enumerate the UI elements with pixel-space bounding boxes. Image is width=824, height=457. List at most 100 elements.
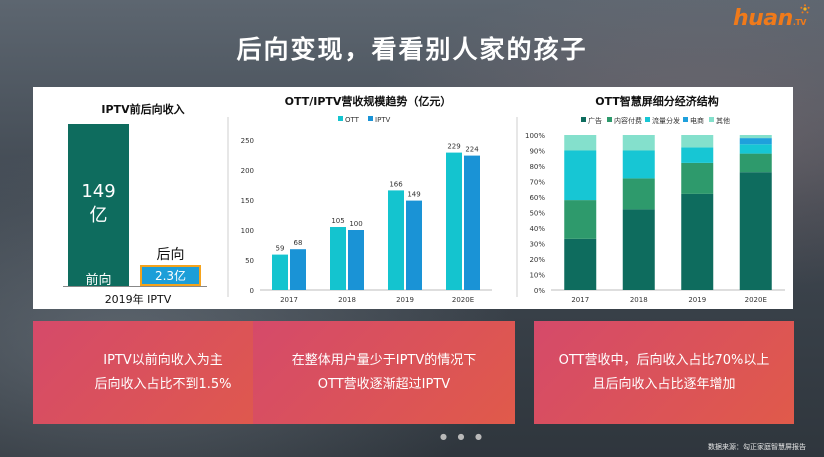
segment-0-2020E	[739, 172, 772, 290]
legend-label-1: 内容付费	[614, 116, 642, 125]
segment-0-2017	[564, 238, 597, 290]
segment-4-2017	[564, 135, 597, 151]
ott-structure-title: OTT智慧屏细分经济结构	[595, 94, 719, 108]
segment-4-2019	[681, 135, 714, 148]
segment-0-2018	[622, 209, 655, 290]
callout-iptv-line1: IPTV以前向收入为主	[103, 352, 223, 368]
ytick-10: 100%	[525, 132, 545, 140]
xtick-3: 2020E	[452, 296, 474, 304]
page-dots: ● ● ●	[440, 432, 487, 441]
ytick-4: 40%	[529, 225, 545, 233]
segment-2-2017	[564, 150, 597, 201]
iptv-x-label: 2019年 IPTV	[104, 293, 172, 306]
iptv-forward-value: 149 亿	[81, 181, 116, 226]
ytick-4: 200	[241, 167, 254, 175]
bar-iptv-2019	[406, 200, 422, 290]
callout-ott-structure-line2: 且后向收入占比逐年增加	[592, 376, 736, 392]
segment-1-2019	[681, 162, 714, 194]
xtick-2: 2019	[396, 296, 414, 304]
legend-label-3: 电商	[690, 116, 704, 125]
segment-2-2019	[681, 147, 714, 163]
bar-ott-2019	[388, 190, 404, 290]
ytick-5: 250	[241, 137, 254, 145]
data-label-ott-2017: 59	[276, 245, 285, 253]
iptv-forward-bar	[68, 124, 129, 286]
segment-4-2020E	[739, 135, 772, 139]
segment-2-2020E	[739, 144, 772, 154]
ott-iptv-trend-title: OTT/IPTV营收规模趋势（亿元）	[285, 94, 452, 108]
logo-star-icon	[800, 4, 810, 14]
xtick-1: 2018	[630, 296, 648, 304]
ytick-1: 10%	[529, 272, 545, 280]
legend-swatch-0	[338, 116, 343, 121]
callout-ott-vs-iptv-line2: OTT营收逐渐超过IPTV	[317, 376, 451, 392]
data-label-iptv-2020E: 224	[465, 146, 479, 154]
data-source: 数据来源：勾正家庭智慧屏报告	[708, 443, 806, 451]
bar-ott-2020E	[446, 152, 462, 290]
segment-3-2020E	[739, 138, 772, 145]
legend-swatch-0	[581, 117, 586, 122]
ytick-0: 0	[250, 287, 254, 295]
xtick-3: 2020E	[745, 296, 767, 304]
ytick-3: 150	[241, 197, 254, 205]
page-title: 后向变现，看看别人家的孩子	[236, 35, 588, 64]
bar-iptv-2018	[348, 230, 364, 290]
ytick-0: 0%	[534, 287, 545, 295]
ytick-2: 20%	[529, 256, 545, 264]
segment-4-2018	[622, 135, 655, 151]
ott-structure-chart: OTT智慧屏细分经济结构 广告 内容付费 流量分发 电商 其他 0% 10% 20% 30% 4…	[516, 94, 785, 304]
data-label-iptv-2018: 100	[349, 220, 362, 228]
xtick-2: 2019	[688, 296, 706, 304]
iptv-revenue-title: IPTV前后向收入	[101, 103, 185, 116]
ott-iptv-trend-chart: OTT/IPTV营收规模趋势（亿元） OTT IPTV 0 50 100 150 200 2…	[227, 94, 492, 304]
ytick-3: 30%	[529, 241, 545, 249]
ytick-7: 70%	[529, 179, 545, 187]
iptv-backward-label: 后向	[156, 247, 185, 263]
legend-label-2: 流量分发	[652, 116, 680, 125]
xtick-1: 2018	[338, 296, 356, 304]
data-label-iptv-2017: 68	[294, 239, 303, 247]
segment-1-2018	[622, 178, 655, 210]
callout-ott-structure: OTT营收中，后向收入占比70%以上 且后向收入占比逐年增加	[534, 321, 794, 424]
bar-ott-2017	[272, 254, 288, 290]
callout-iptv: IPTV以前向收入为主 后向收入占比不到1.5%	[33, 321, 293, 424]
ytick-5: 50%	[529, 210, 545, 218]
data-label-ott-2018: 105	[331, 217, 344, 225]
data-label-iptv-2019: 149	[407, 191, 420, 199]
callout-ott-vs-iptv: 在整体用户量少于IPTV的情况下 OTT营收逐渐超过IPTV	[253, 321, 515, 424]
brand-logo: huan.TV	[732, 6, 807, 31]
charts-panel: IPTV前后向收入 149 亿 前向 后向 2.3亿 2019年 IPTV OT…	[33, 87, 793, 309]
legend-swatch-3	[683, 117, 688, 122]
legend-label-0: OTT	[345, 116, 360, 124]
ytick-6: 60%	[529, 194, 545, 202]
ytick-1: 50	[245, 257, 254, 265]
legend-label-1: IPTV	[375, 116, 391, 124]
segment-1-2017	[564, 200, 597, 239]
xtick-0: 2017	[280, 296, 298, 304]
segment-0-2019	[681, 193, 714, 290]
bar-iptv-2017	[290, 249, 306, 290]
ytick-8: 80%	[529, 163, 545, 171]
data-label-ott-2019: 166	[389, 180, 403, 188]
legend-swatch-1	[368, 116, 373, 121]
legend-label-0: 广告	[588, 116, 602, 125]
segment-2-2018	[622, 150, 655, 179]
data-label-ott-2020E: 229	[447, 143, 460, 151]
legend-swatch-2	[645, 117, 650, 122]
callout-iptv-line2: 后向收入占比不到1.5%	[94, 376, 232, 392]
legend-label-4: 其他	[716, 116, 730, 125]
bar-ott-2018	[330, 227, 346, 290]
xtick-0: 2017	[571, 296, 589, 304]
legend-swatch-4	[709, 117, 714, 122]
ytick-2: 100	[241, 227, 254, 235]
iptv-backward-value: 2.3亿	[154, 269, 187, 283]
iptv-baseline	[63, 286, 207, 287]
legend-swatch-1	[607, 117, 612, 122]
ytick-9: 90%	[529, 148, 545, 156]
callout-ott-vs-iptv-line1: 在整体用户量少于IPTV的情况下	[291, 352, 477, 368]
iptv-backward-bar	[140, 265, 201, 286]
iptv-forward-label: 前向	[85, 273, 112, 288]
callout-ott-structure-line1: OTT营收中，后向收入占比70%以上	[558, 352, 770, 368]
segment-1-2020E	[739, 153, 772, 173]
bar-iptv-2020E	[464, 155, 480, 290]
